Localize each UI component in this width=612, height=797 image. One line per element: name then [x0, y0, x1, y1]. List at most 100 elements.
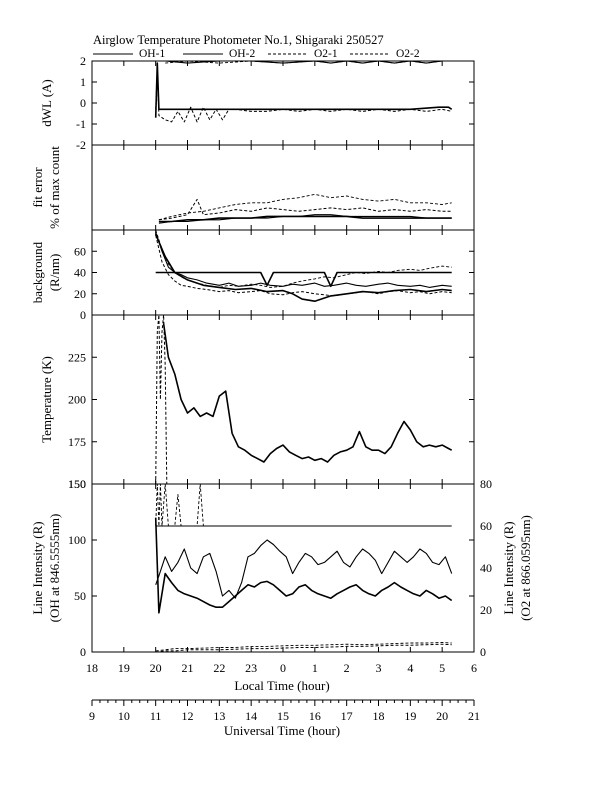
ytick-label-temperature: 150: [68, 477, 86, 491]
series-line-background-oh-2: [155, 231, 452, 288]
ytick-label-dwl: -2: [76, 138, 86, 152]
xtick-label-ut: 13: [213, 709, 225, 723]
series-line-background-oh-1: [155, 271, 452, 288]
ytick-label-intensity: 0: [80, 645, 86, 659]
ytick-right-label-intensity: 0: [480, 645, 486, 659]
xtick-label-ut: 10: [118, 709, 130, 723]
ytick-right-label-intensity: 20: [480, 603, 492, 617]
xtick-label-ut: 14: [245, 709, 257, 723]
panel-frame-intensity: [91, 483, 475, 653]
ytick-label-intensity: 100: [68, 533, 86, 547]
xtick-label-local: 1: [312, 661, 318, 675]
xtick-label-ut: 17: [341, 709, 353, 723]
xtick-label-local: 2: [344, 661, 350, 675]
ytick-label-intensity: 150: [68, 477, 86, 491]
series-line-intensity-oh-2: [155, 539, 453, 599]
series-line-fit-oh-2: [158, 214, 452, 224]
ytick-label-background: 0: [80, 308, 86, 322]
xtick-label-ut: 21: [468, 709, 480, 723]
panel-fit: fit error% of max count: [30, 144, 475, 231]
series-line-intensity-o2-1: [155, 643, 452, 652]
xtick-label-local: 22: [213, 661, 225, 675]
xtick-label-local: 6: [471, 661, 477, 675]
chart-title: Airglow Temperature Photometer No.1, Shi…: [93, 33, 384, 47]
legend-label-oh-2: OH-2: [229, 48, 255, 60]
xtick-label-local: 5: [439, 661, 445, 675]
series-group-intensity: [154, 484, 453, 652]
series-line-intensity-o2-2-spikes: [155, 484, 204, 527]
xtick-label-local: 3: [376, 661, 382, 675]
series-group-temperature: [155, 315, 453, 484]
panel-frame-temperature: [91, 314, 475, 485]
xtick-label-ut: 11: [150, 709, 162, 723]
series-line-temperature-o2-1: [155, 315, 168, 484]
xtick-label-ut: 15: [277, 709, 289, 723]
series-line-temperature-oh-1: [162, 323, 453, 463]
xtick-label-local: 0: [280, 661, 286, 675]
ytick-label-temperature: 225: [68, 350, 86, 364]
series-line-fit-o2-1: [158, 198, 452, 221]
panel-dwl: -2 -1 0 1 2 dWL (A): [39, 54, 475, 152]
xtick-label-ut: 20: [436, 709, 448, 723]
legend-label-o2-1: O2-1: [314, 48, 338, 60]
series-line-fit-o2-2: [158, 193, 452, 221]
ylabel-fit: % of max count: [47, 146, 62, 229]
xtick-label-local: 23: [245, 661, 257, 675]
xtick-label-ut: 12: [182, 709, 194, 723]
legend: OH-1 OH-2 O2-1 O2-2: [93, 48, 420, 60]
ytick-label-temperature: 175: [68, 435, 86, 449]
series-line-intensity-o2-2: [155, 642, 452, 652]
ytick-label-dwl: 0: [80, 96, 86, 110]
ytick-right-label-intensity: 60: [480, 519, 492, 533]
ylabel-background: background: [30, 241, 45, 303]
series-line-background-o2-1: [155, 235, 452, 297]
legend-label-o2-2: O2-2: [396, 48, 420, 60]
ylabel-fit: fit error: [30, 167, 45, 208]
x-axis-local-time: 18 19 20 21 22 23 0 1 2 3 4 5 6: [86, 661, 477, 675]
ytick-label-temperature: 200: [68, 393, 86, 407]
xtick-label-ut: 16: [309, 709, 321, 723]
ylabel-temperature: Temperature (K): [39, 356, 54, 443]
x-axis-title: Local Time (hour): [234, 678, 329, 693]
series-group-fit: [158, 193, 452, 224]
panels: -2 -1 0 1 2 dWL (A) fit error% of max count 0 20…: [30, 54, 533, 659]
series-line-dwl-o2-1: [155, 71, 452, 123]
ytick-label-background: 60: [74, 244, 86, 258]
xtick-label-local: 4: [407, 661, 413, 675]
panel-frame-dwl: [91, 60, 475, 146]
series-line-background-o2-2: [155, 230, 452, 288]
ylabel-right-intensity: (O2 at 866.0595nm): [518, 515, 533, 621]
ytick-right-label-intensity: 40: [480, 561, 492, 575]
xtick-label-ut: 9: [89, 709, 95, 723]
series-line-dwl-oh-1: [154, 62, 453, 118]
series-group-dwl: [154, 61, 453, 123]
xtick-label-ut: 19: [404, 709, 416, 723]
legend-label-oh-1: OH-1: [139, 48, 165, 60]
ytick-right-label-intensity: 80: [480, 477, 492, 491]
x-axis-universal-time: 9 10 11 12 13 14 15 16 17 18 19 20 21: [89, 699, 480, 723]
ytick-label-dwl: -1: [76, 117, 86, 131]
ytick-label-background: 20: [74, 287, 86, 301]
x2-axis-title: Universal Time (hour): [224, 723, 340, 738]
series-line-intensity-oh-1: [154, 517, 453, 614]
series-line-background-oh-1b: [154, 233, 452, 303]
series-line-fit-oh-1: [158, 215, 452, 223]
ytick-label-background: 40: [74, 266, 86, 280]
ylabel-intensity: Line Intensity (R): [30, 521, 45, 614]
ylabel-right-intensity: Line Intensity (R): [501, 521, 516, 614]
series-line-dwl-oh-2: [165, 61, 443, 64]
xtick-label-local: 20: [150, 661, 162, 675]
ytick-label-intensity: 50: [74, 589, 86, 603]
xtick-label-local: 19: [118, 661, 130, 675]
ylabel-dwl: dWL (A): [39, 79, 54, 127]
xtick-label-local: 18: [86, 661, 98, 675]
ytick-label-dwl: 2: [80, 54, 86, 68]
panel-background: 0 20 40 60 background (R/nm): [30, 229, 475, 322]
xtick-label-ut: 18: [373, 709, 385, 723]
ylabel-intensity: (OH at 846.5555nm): [47, 514, 62, 623]
panel-temperature: 150 175 200 225 Temperature (K): [39, 314, 475, 491]
xtick-label-local: 21: [182, 661, 194, 675]
